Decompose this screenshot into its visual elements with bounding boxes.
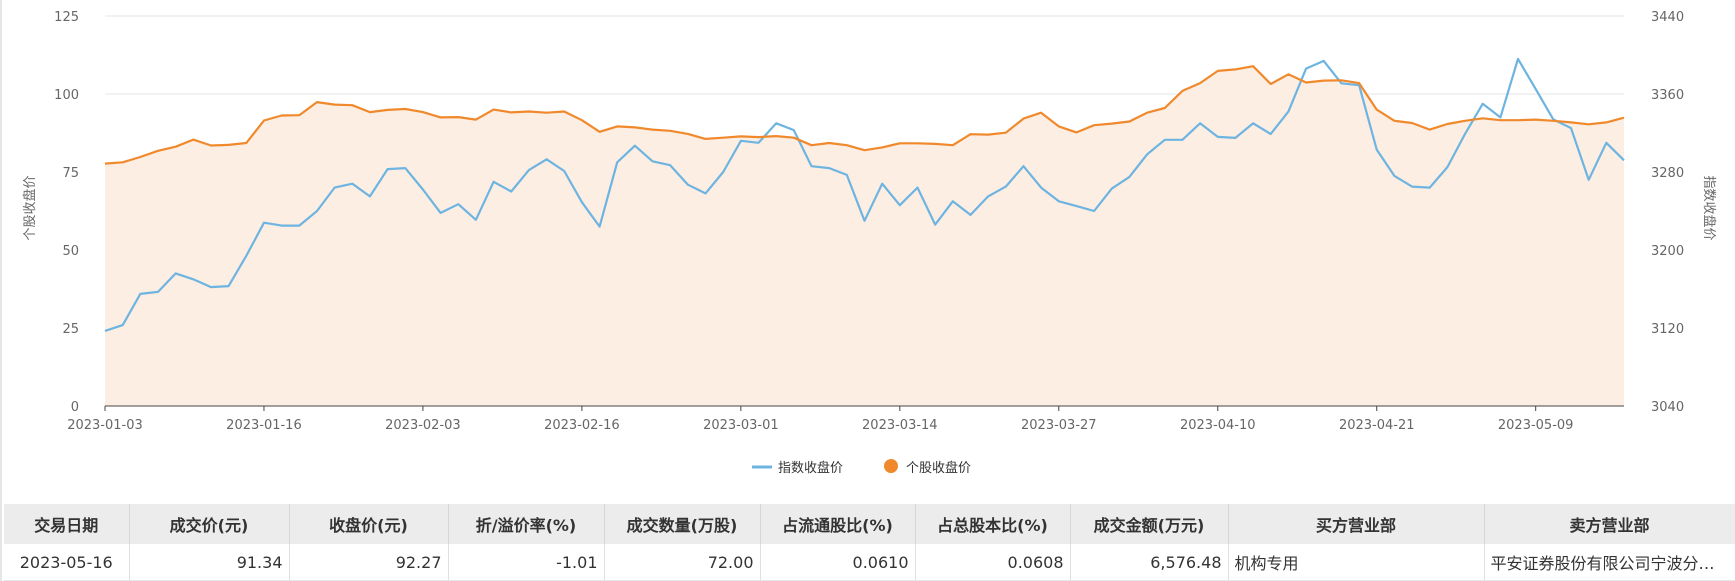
header-volume[interactable]: 成交数量(万股): [604, 504, 761, 544]
header-total-ratio[interactable]: 占总股本比(%): [915, 504, 1071, 544]
table-row: 2023-05-16 91.34 92.27 -1.01 72.00 0.061…: [4, 544, 1735, 581]
x-tick-label: 2023-03-01: [703, 418, 779, 433]
y-right-tick-label: 3360: [1651, 88, 1684, 103]
cell-amount: 6,576.48: [1070, 544, 1229, 581]
y-right-tick-label: 3440: [1651, 10, 1684, 25]
header-buyer[interactable]: 买方营业部: [1228, 504, 1485, 544]
x-tick-label: 2023-04-21: [1339, 418, 1415, 433]
y-right-tick-label: 3200: [1651, 244, 1684, 259]
legend-stock-label: 个股收盘价: [906, 460, 971, 476]
cell-total-ratio: 0.0608: [915, 544, 1071, 581]
cell-close-price: 92.27: [289, 544, 449, 581]
y-left-tick-label: 50: [62, 244, 79, 259]
y-right-axis-title: 指数收盘价: [1701, 175, 1717, 240]
header-seller[interactable]: 卖方营业部: [1484, 504, 1735, 544]
header-premium-rate[interactable]: 折/溢价率(%): [448, 504, 605, 544]
table-header-row: 交易日期 成交价(元) 收盘价(元) 折/溢价率(%) 成交数量(万股) 占流通…: [4, 504, 1735, 544]
legend-index-label: 指数收盘价: [778, 460, 843, 476]
tick-labels: 0 25 50 75 100 125 3040 3120 3200 3280 3360 3440 202…: [54, 10, 1684, 433]
stock-area-fill: [105, 66, 1624, 406]
x-tick-label: 2023-04-10: [1180, 418, 1256, 433]
cell-trade-price: 91.34: [129, 544, 290, 581]
cell-float-ratio: 0.0610: [760, 544, 916, 581]
header-trade-date[interactable]: 交易日期: [4, 504, 130, 544]
header-close-price[interactable]: 收盘价(元): [289, 504, 449, 544]
y-left-tick-label: 125: [54, 10, 79, 25]
x-tick-label: 2023-02-03: [385, 418, 461, 433]
stock-close-line: [104, 65, 1625, 165]
area-fill-layer: [105, 66, 1624, 406]
x-tick-label: 2023-01-16: [226, 418, 302, 433]
x-tick-label: 2023-03-14: [862, 418, 938, 433]
x-tick-label: 2023-02-16: [544, 418, 620, 433]
x-tick-label: 2023-01-03: [67, 418, 143, 433]
cell-buyer[interactable]: 机构专用: [1228, 544, 1485, 581]
legend[interactable]: 指数收盘价 个股收盘价: [752, 459, 971, 476]
page-left-border: [0, 0, 2, 581]
y-left-axis-title: 个股收盘价: [22, 175, 38, 240]
y-left-tick-label: 100: [54, 88, 79, 103]
y-right-tick-label: 3040: [1651, 400, 1684, 415]
x-tick-label: 2023-05-09: [1498, 418, 1574, 433]
y-right-tick-label: 3120: [1651, 322, 1684, 337]
cell-volume: 72.00: [604, 544, 761, 581]
index-close-line: [104, 57, 1625, 332]
axis-layer: [104, 405, 1624, 411]
block-trade-table: 交易日期 成交价(元) 收盘价(元) 折/溢价率(%) 成交数量(万股) 占流通…: [4, 504, 1735, 581]
y-left-tick-label: 25: [62, 322, 79, 337]
series-lines: [104, 57, 1625, 332]
y-right-tick-label: 3280: [1651, 166, 1684, 181]
cell-premium-rate: -1.01: [448, 544, 605, 581]
legend-stock-swatch: [884, 459, 898, 473]
cell-trade-date: 2023-05-16: [4, 544, 130, 581]
header-float-ratio[interactable]: 占流通股比(%): [760, 504, 916, 544]
x-tick-label: 2023-03-27: [1021, 418, 1097, 433]
cell-seller[interactable]: 平安证券股份有限公司宁波分公司: [1484, 544, 1735, 581]
header-amount[interactable]: 成交金额(万元): [1070, 504, 1229, 544]
price-line-chart: 0 25 50 75 100 125 3040 3120 3200 3280 3360 3440 202…: [22, 10, 1717, 476]
header-trade-price[interactable]: 成交价(元): [129, 504, 290, 544]
y-left-tick-label: 75: [62, 166, 79, 181]
y-left-tick-label: 0: [71, 400, 79, 415]
